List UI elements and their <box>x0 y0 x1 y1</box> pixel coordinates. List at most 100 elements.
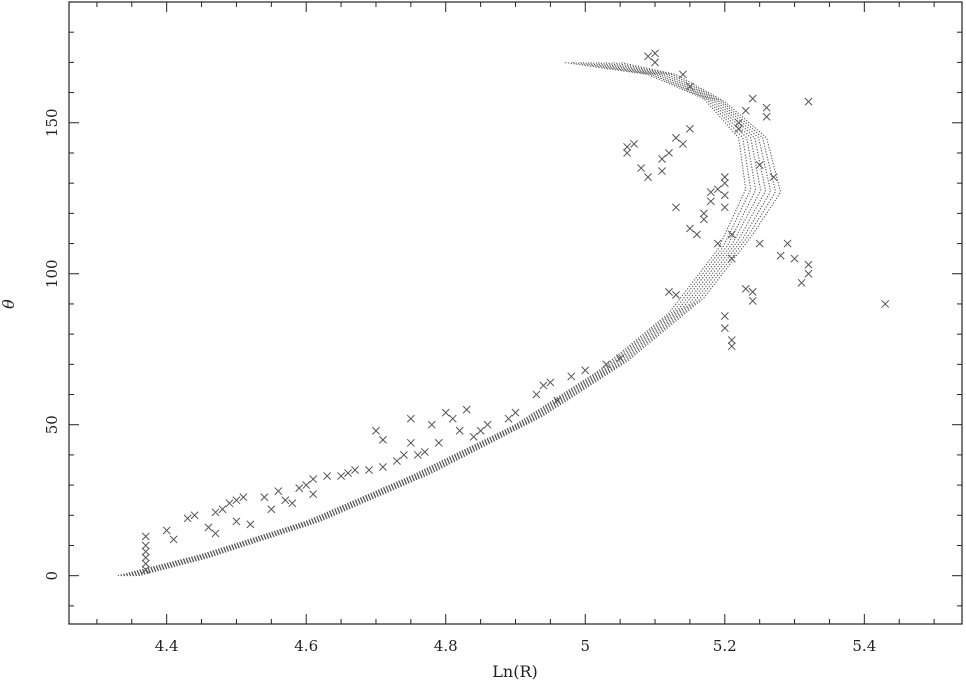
x-tick-label: 5.4 <box>852 637 876 655</box>
data-point <box>623 142 632 151</box>
data-point <box>658 167 666 176</box>
data-point <box>532 390 541 399</box>
data-point <box>699 209 708 218</box>
data-point <box>546 378 555 387</box>
data-point <box>713 239 722 248</box>
data-point <box>581 366 590 375</box>
data-point <box>232 517 241 526</box>
model-strand <box>135 61 776 577</box>
data-point <box>769 173 778 182</box>
data-point <box>727 336 736 345</box>
data-point <box>420 447 429 456</box>
data-point <box>762 103 771 112</box>
data-point <box>658 155 666 163</box>
data-point <box>378 463 387 471</box>
data-point <box>281 496 290 505</box>
data-point <box>469 432 478 441</box>
data-point <box>323 472 332 481</box>
data-point <box>434 438 443 447</box>
data-point <box>260 493 269 502</box>
data-point <box>797 278 806 287</box>
data-point <box>169 535 178 544</box>
data-point <box>727 342 736 351</box>
data-point <box>483 420 492 429</box>
data-point <box>246 520 255 529</box>
model-strand <box>126 61 762 577</box>
data-point <box>302 481 311 490</box>
data-point <box>190 511 199 520</box>
data-point <box>881 299 890 308</box>
data-point <box>399 450 408 459</box>
data-point <box>804 260 813 269</box>
data-point <box>720 312 729 320</box>
data-point <box>741 106 750 115</box>
model-strand <box>129 61 767 577</box>
y-tick-label: 150 <box>43 108 61 137</box>
data-point <box>706 197 715 206</box>
data-point <box>685 224 694 233</box>
data-point <box>567 372 576 381</box>
data-point <box>218 505 227 514</box>
data-point <box>672 133 680 142</box>
y-axis-title: θ <box>0 299 18 309</box>
data-point <box>406 438 415 447</box>
data-point <box>413 450 422 459</box>
data-point <box>665 149 673 157</box>
data-point <box>309 475 318 484</box>
data-point <box>713 185 722 194</box>
data-point <box>685 82 694 91</box>
data-point <box>651 58 659 67</box>
data-point <box>211 508 220 517</box>
data-point <box>720 203 729 212</box>
data-point <box>539 381 548 390</box>
data-point <box>141 565 150 574</box>
data-point <box>678 70 687 79</box>
data-point <box>672 203 680 212</box>
data-point <box>239 493 248 502</box>
data-point <box>455 426 464 435</box>
y-tick-label: 50 <box>43 415 61 434</box>
data-point <box>141 541 150 550</box>
y-tick-label: 100 <box>43 259 61 288</box>
data-point <box>678 139 687 148</box>
data-point <box>665 287 673 296</box>
data-point <box>748 287 757 296</box>
data-point <box>378 435 387 444</box>
data-point <box>441 408 450 417</box>
data-point <box>141 553 150 562</box>
model-strand <box>117 61 747 577</box>
data-point <box>162 526 171 535</box>
data-point <box>630 139 639 148</box>
data-point <box>706 188 715 197</box>
data-point <box>476 426 485 435</box>
data-point <box>623 149 632 157</box>
data-point <box>141 532 150 541</box>
data-point <box>644 52 653 61</box>
data-point <box>755 161 764 170</box>
data-point <box>553 396 562 405</box>
data-point <box>351 466 359 474</box>
data-point <box>692 230 701 239</box>
data-point <box>211 529 220 538</box>
axis-ticks <box>69 2 962 624</box>
data-point <box>392 456 401 465</box>
y-tick-label: 0 <box>43 571 61 581</box>
data-point <box>183 514 192 523</box>
data-point <box>602 360 611 369</box>
x-axis-title: Ln(R) <box>492 662 537 681</box>
data-point <box>295 484 304 493</box>
x-tick-label: 4.8 <box>434 637 458 655</box>
data-point <box>427 420 436 429</box>
data-point <box>741 284 750 293</box>
data-point <box>288 499 297 508</box>
data-point <box>637 164 646 173</box>
data-point <box>734 118 743 127</box>
data-point <box>141 559 150 568</box>
data-point <box>776 251 785 260</box>
data-point <box>372 426 380 435</box>
data-point <box>804 269 813 278</box>
data-point <box>274 487 283 496</box>
tick-labels: 4.4 4.6 4.8 5 5.2 5.4 0 50 100 150 <box>43 108 876 655</box>
data-point <box>644 173 653 182</box>
